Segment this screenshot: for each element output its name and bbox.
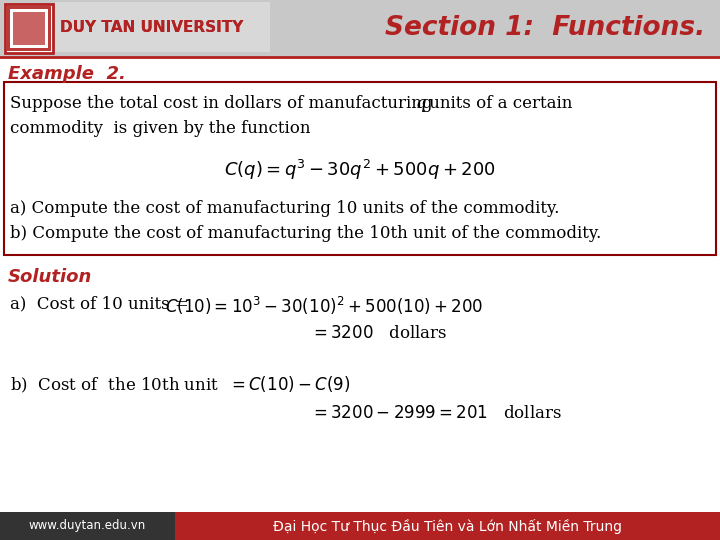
Bar bbox=[55, 2, 270, 52]
Text: $C(10) = 10^3 - 30(10)^2 + 500(10) + 200$: $C(10) = 10^3 - 30(10)^2 + 500(10) + 200… bbox=[165, 295, 483, 317]
Text: DUY TAN UNIVERSITY: DUY TAN UNIVERSITY bbox=[60, 21, 243, 36]
Text: q: q bbox=[416, 95, 427, 112]
Text: a)  Cost of 10 units =: a) Cost of 10 units = bbox=[10, 295, 194, 312]
Text: $= 3200$   dollars: $= 3200$ dollars bbox=[310, 325, 447, 342]
Text: $C(q) = q^3 - 30q^2 + 500q + 200$: $C(q) = q^3 - 30q^2 + 500q + 200$ bbox=[224, 158, 496, 182]
Bar bbox=[175, 512, 720, 540]
Text: Example  2.: Example 2. bbox=[8, 65, 126, 83]
Text: Section 1:  Functions.: Section 1: Functions. bbox=[385, 15, 706, 41]
Text: b) Compute the cost of manufacturing the 10th unit of the commodity.: b) Compute the cost of manufacturing the… bbox=[10, 225, 601, 242]
Bar bbox=[0, 512, 175, 540]
Bar bbox=[0, 0, 720, 57]
Bar bbox=[4, 82, 716, 255]
Text: Solution: Solution bbox=[8, 268, 92, 286]
Bar bbox=[13, 12, 45, 45]
Bar bbox=[5, 4, 53, 53]
Text: commodity  is given by the function: commodity is given by the function bbox=[10, 120, 310, 137]
Text: a) Compute the cost of manufacturing 10 units of the commodity.: a) Compute the cost of manufacturing 10 … bbox=[10, 200, 559, 217]
Text: units of a certain: units of a certain bbox=[424, 95, 572, 112]
Text: Suppose the total cost in dollars of manufacturing: Suppose the total cost in dollars of man… bbox=[10, 95, 438, 112]
Bar bbox=[7, 6, 51, 51]
Text: $= 3200 - 2999 = 201$   dollars: $= 3200 - 2999 = 201$ dollars bbox=[310, 405, 562, 422]
Bar bbox=[10, 9, 48, 48]
Text: DUY TAN UNIVERSITY: DUY TAN UNIVERSITY bbox=[60, 21, 243, 36]
Text: b)  Cost of  the 10th unit  $= C(10) - C(9)$: b) Cost of the 10th unit $= C(10) - C(9)… bbox=[10, 375, 350, 395]
Text: Đại Học Tư Thục Đầu Tiên và Lớn Nhất Miền Trung: Đại Học Tư Thục Đầu Tiên và Lớn Nhất Miề… bbox=[273, 518, 622, 534]
Text: www.duytan.edu.vn: www.duytan.edu.vn bbox=[28, 519, 145, 532]
